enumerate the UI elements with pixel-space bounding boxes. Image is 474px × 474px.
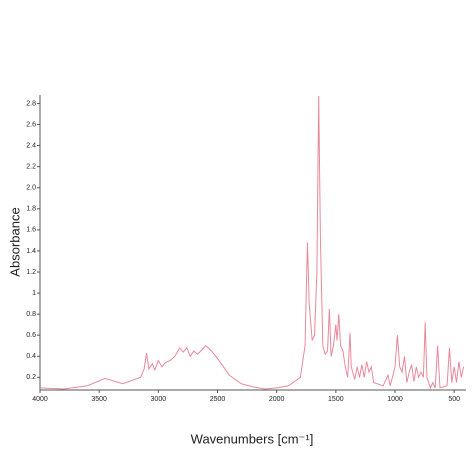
- x-tick-label: 1500: [328, 396, 344, 403]
- y-tick-label: 1: [32, 290, 36, 297]
- y-tick-label: 1.4: [26, 248, 36, 255]
- x-tick-label: 3500: [91, 396, 107, 403]
- y-tick-label: 2.8: [26, 100, 36, 107]
- x-tick-label: 2500: [210, 396, 226, 403]
- x-tick-label: 3000: [151, 396, 167, 403]
- y-tick-label: 2.6: [26, 121, 36, 128]
- y-tick-label: 0.8: [26, 311, 36, 318]
- y-tick-label: 1.6: [26, 227, 36, 234]
- y-tick-label: 1.8: [26, 206, 36, 213]
- x-tick-label: 2000: [269, 396, 285, 403]
- y-axis-label: Absorbance: [7, 207, 22, 276]
- y-tick-label: 0.4: [26, 353, 36, 360]
- x-tick-label: 4000: [32, 396, 48, 403]
- y-tick-label: 0.2: [26, 374, 36, 381]
- y-tick-label: 1.2: [26, 269, 36, 276]
- y-tick-label: 2.0: [26, 185, 36, 192]
- y-tick-label: 2.2: [26, 163, 36, 170]
- x-tick-label: 500: [448, 396, 460, 403]
- y-tick-label: 0.6: [26, 332, 36, 339]
- y-tick-label: 2.4: [26, 142, 36, 149]
- x-tick-label: 1000: [387, 396, 403, 403]
- spectrum-line: [39, 96, 465, 390]
- x-axis-label: Wavenumbers [cm⁻¹]: [191, 431, 314, 446]
